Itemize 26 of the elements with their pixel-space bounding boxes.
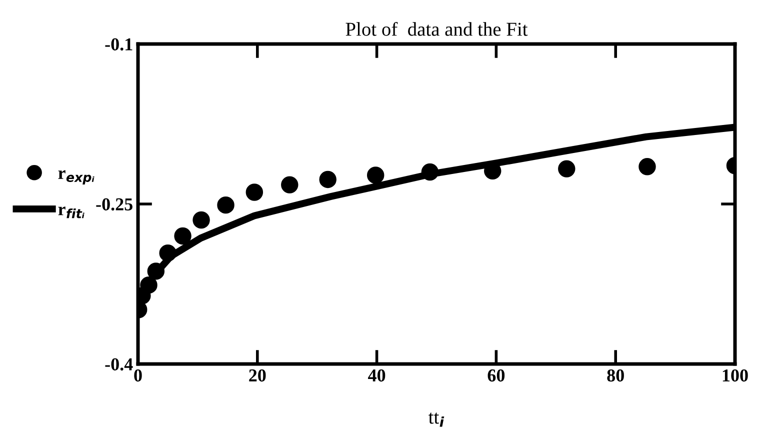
x-axis-title: tt$_{i}$ — [428, 412, 444, 427]
point — [140, 276, 158, 294]
x-tick-label: 20 — [249, 369, 266, 382]
x-tick-label: 80 — [607, 369, 624, 382]
x-tick-label: 100 — [722, 369, 748, 382]
point — [319, 170, 336, 188]
x-tick-label: 40 — [368, 369, 386, 382]
y-tick-label: -0.4 — [105, 358, 133, 371]
chart-title: Plot of data and the Fit — [346, 22, 528, 36]
y-tick-label: -0.25 — [96, 198, 132, 211]
point — [421, 163, 439, 181]
point — [246, 184, 264, 201]
legend-label: r$_{fitᵢ}$ — [58, 206, 84, 218]
point — [366, 166, 384, 184]
point — [638, 158, 656, 176]
point — [558, 160, 576, 178]
point — [281, 176, 298, 194]
x-tick-label: 0 — [134, 369, 142, 382]
x-tick-label: 60 — [488, 369, 505, 382]
point — [192, 211, 210, 229]
point — [147, 262, 165, 280]
legend-label: r$_{expᵢ}$ — [58, 170, 94, 184]
y-tick-label: -0.1 — [105, 38, 132, 51]
point — [159, 244, 176, 262]
point — [174, 227, 192, 245]
point — [217, 196, 234, 214]
